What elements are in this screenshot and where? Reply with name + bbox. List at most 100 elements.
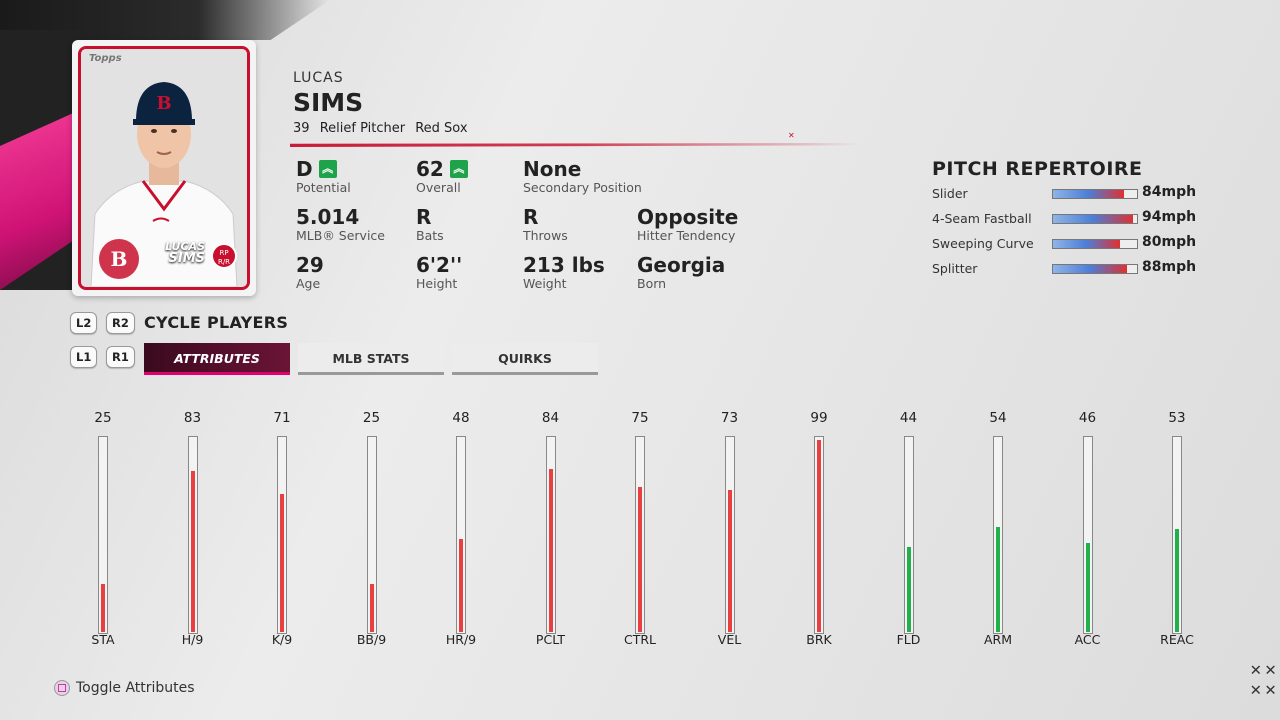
player-subline: 39 Relief Pitcher Red Sox — [293, 121, 474, 136]
info-weight: 213 lbs Weight — [523, 253, 605, 291]
card-position-badge: RP R/R — [211, 243, 237, 269]
attribute-bar-track — [277, 436, 287, 634]
attribute-name: REAC — [1160, 632, 1194, 647]
attribute-value: 99 — [810, 410, 828, 426]
pitch-meter — [1052, 264, 1138, 274]
attribute-bar-track — [545, 436, 556, 634]
attribute-name: HR/9 — [445, 632, 477, 647]
potential-label: Potential — [296, 180, 351, 195]
pitch-meter — [1052, 214, 1138, 224]
attribute-bar-fill — [280, 494, 284, 632]
attribute-bar-fill — [996, 527, 1000, 632]
attribute-value: 71 — [273, 410, 291, 426]
attribute-bar-fill — [548, 469, 553, 632]
pitch-meter — [1052, 189, 1138, 199]
bats-value: R — [416, 205, 432, 229]
attribute-bar-track — [635, 436, 645, 634]
pitch-meter-fill — [1053, 190, 1125, 198]
info-born: Georgia Born — [637, 253, 725, 291]
attribute-value: 25 — [362, 410, 381, 426]
player-card: B B Topps LUCAS SIMS RP R/R — [72, 40, 256, 296]
pitch-name: Splitter — [932, 261, 978, 276]
overall-value: 62 — [416, 157, 444, 181]
info-overall: 62 ︽ Overall — [416, 157, 468, 195]
pitch-meter — [1052, 239, 1138, 249]
secondary-value: None — [523, 157, 582, 181]
pitch-meter-fill — [1053, 265, 1127, 273]
toggle-attributes-hint[interactable]: Toggle Attributes — [54, 680, 195, 696]
card-first-name: LUCAS — [165, 240, 205, 253]
player-number: 39 — [293, 121, 310, 136]
player-card-frame: B B Topps LUCAS SIMS RP R/R — [78, 46, 250, 290]
secondary-label: Secondary Position — [523, 180, 642, 195]
tab-mlb-stats[interactable]: MLB STATS — [298, 343, 444, 375]
age-value: 29 — [296, 253, 324, 277]
attribute-value: 44 — [899, 410, 918, 426]
bats-label: Bats — [416, 228, 444, 243]
pitch-row: Slider 84mph — [932, 184, 1222, 204]
header-accent-mark: ✕ — [788, 131, 795, 140]
pitch-row: Sweeping Curve 80mph — [932, 234, 1222, 254]
tab-attributes[interactable]: ATTRIBUTES — [144, 343, 290, 375]
info-bats: R Bats — [416, 205, 444, 243]
player-team: Red Sox — [415, 121, 468, 136]
pitch-name: 4-Seam Fastball — [932, 211, 1032, 226]
tab-quirks[interactable]: QUIRKS — [452, 343, 598, 375]
cycle-players-label: CYCLE PLAYERS — [144, 313, 289, 332]
weight-value: 213 lbs — [523, 253, 605, 277]
potential-value: D — [296, 157, 313, 181]
pitch-row: Splitter 88mph — [932, 259, 1222, 279]
attribute-value: 46 — [1078, 410, 1097, 426]
born-value: Georgia — [637, 253, 726, 277]
attribute-name: CTRL — [623, 632, 656, 647]
pitch-speed: 80mph — [1142, 234, 1197, 250]
attribute-value: 83 — [183, 410, 202, 426]
attribute-bar-fill — [459, 538, 463, 632]
attribute-name: BRK — [806, 632, 832, 647]
info-age: 29 Age — [296, 253, 324, 291]
height-label: Height — [416, 276, 458, 291]
pitch-name: Slider — [932, 186, 968, 201]
attribute-bar-track — [814, 436, 824, 634]
r2-button[interactable]: R2 — [106, 312, 135, 334]
attribute-bar-track — [1082, 436, 1093, 634]
attribute-name: STA — [91, 632, 115, 647]
overall-label: Overall — [416, 180, 461, 195]
chevron-up-icon: ︽ — [449, 160, 468, 178]
decor-corner-marks: ✕✕ ✕✕ — [1250, 659, 1280, 700]
attribute-bar-fill — [101, 583, 105, 632]
attribute-name: H/9 — [181, 632, 204, 647]
attribute-bar-fill — [1085, 542, 1090, 632]
tendency-value: Opposite — [637, 205, 739, 229]
pitch-meter-fill — [1053, 215, 1133, 223]
attribute-bar-fill — [190, 470, 195, 632]
info-height: 6'2'' Height — [416, 253, 462, 291]
pitch-name: Sweeping Curve — [932, 236, 1034, 251]
attribute-bar-track — [1172, 436, 1182, 634]
attribute-name: FLD — [896, 632, 921, 647]
attribute-value: 73 — [720, 410, 739, 426]
attribute-name: VEL — [717, 632, 742, 647]
chevron-up-icon: ︽ — [318, 160, 337, 178]
service-value: 5.014 — [296, 205, 360, 229]
l1-button[interactable]: L1 — [70, 346, 98, 368]
attribute-bar-fill — [1175, 529, 1179, 632]
weight-label: Weight — [523, 276, 567, 291]
attribute-bar-track — [98, 436, 108, 634]
attribute-value: 25 — [94, 410, 112, 426]
age-label: Age — [296, 276, 321, 291]
pitch-speed: 88mph — [1142, 259, 1197, 275]
info-tendency: Opposite Hitter Tendency — [637, 205, 738, 243]
info-throws: R Throws — [523, 205, 568, 243]
r1-button[interactable]: R1 — [106, 346, 135, 368]
attribute-bar-fill — [727, 490, 732, 632]
l2-button[interactable]: L2 — [70, 312, 98, 334]
pitch-repertoire-title: PITCH REPERTOIRE — [932, 158, 1143, 180]
service-label: MLB® Service — [296, 228, 385, 243]
header-red-rule — [290, 143, 860, 147]
card-last-name: SIMS — [168, 251, 206, 266]
card-player-name: LUCAS SIMS — [165, 240, 206, 266]
attribute-bar-track — [903, 436, 914, 634]
attribute-bar-track — [456, 436, 466, 634]
info-service: 5.014 MLB® Service — [296, 205, 385, 243]
